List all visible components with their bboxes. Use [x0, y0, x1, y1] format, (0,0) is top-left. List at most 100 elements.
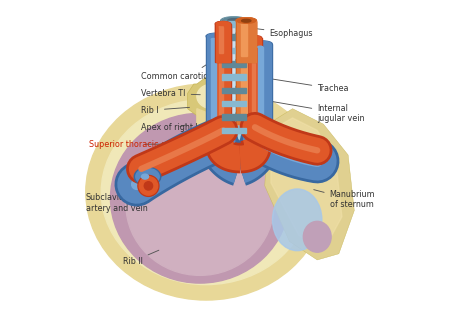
Bar	[222, 34, 246, 40]
Ellipse shape	[136, 168, 159, 185]
Bar	[222, 74, 246, 80]
Ellipse shape	[222, 60, 246, 62]
Bar	[219, 27, 223, 53]
Bar	[220, 21, 247, 143]
Circle shape	[138, 175, 159, 196]
Polygon shape	[197, 109, 231, 136]
Bar	[241, 24, 246, 118]
Bar	[222, 61, 246, 67]
Ellipse shape	[86, 84, 327, 300]
Ellipse shape	[222, 46, 246, 49]
Ellipse shape	[216, 22, 230, 25]
Ellipse shape	[101, 100, 311, 285]
Bar	[222, 61, 246, 67]
Text: Common carotid artery: Common carotid artery	[141, 59, 236, 81]
Ellipse shape	[222, 33, 246, 35]
Ellipse shape	[242, 19, 251, 22]
Ellipse shape	[216, 22, 230, 26]
Ellipse shape	[207, 33, 225, 39]
Polygon shape	[265, 109, 354, 260]
Bar	[237, 21, 255, 62]
Bar	[222, 21, 246, 27]
Bar	[222, 21, 246, 27]
Ellipse shape	[254, 41, 271, 46]
Bar	[215, 24, 231, 62]
Bar	[253, 44, 272, 141]
Ellipse shape	[206, 33, 226, 39]
Bar	[222, 114, 246, 120]
Ellipse shape	[252, 40, 255, 41]
Bar	[236, 21, 256, 124]
Bar	[215, 24, 231, 130]
Ellipse shape	[134, 167, 161, 186]
Bar	[222, 127, 246, 133]
Bar	[222, 34, 246, 40]
Ellipse shape	[241, 23, 246, 25]
Ellipse shape	[222, 113, 246, 115]
Ellipse shape	[222, 126, 246, 129]
Bar	[236, 21, 256, 62]
Polygon shape	[188, 75, 237, 118]
Bar	[252, 41, 255, 115]
Ellipse shape	[273, 189, 322, 251]
Ellipse shape	[237, 18, 255, 24]
Text: Trachea: Trachea	[248, 75, 349, 93]
Bar	[222, 101, 246, 106]
Text: Superior thoracic aperture: Superior thoracic aperture	[89, 140, 196, 149]
Text: Manubrium
of sternum: Manubrium of sternum	[314, 190, 375, 210]
Ellipse shape	[219, 26, 223, 28]
Ellipse shape	[237, 18, 255, 23]
Ellipse shape	[222, 73, 246, 75]
Ellipse shape	[197, 84, 228, 109]
Text: Apex of right lung: Apex of right lung	[141, 123, 213, 132]
Ellipse shape	[253, 41, 272, 47]
Ellipse shape	[222, 17, 246, 24]
Ellipse shape	[216, 22, 230, 26]
Ellipse shape	[142, 174, 148, 179]
Bar	[248, 38, 262, 127]
Circle shape	[144, 182, 153, 190]
Ellipse shape	[216, 22, 230, 25]
Ellipse shape	[303, 221, 331, 252]
Ellipse shape	[237, 18, 255, 24]
Bar	[257, 47, 263, 126]
Circle shape	[139, 177, 158, 195]
Bar	[228, 24, 234, 130]
Bar	[216, 24, 230, 130]
Ellipse shape	[248, 36, 262, 40]
Ellipse shape	[222, 17, 246, 24]
Ellipse shape	[236, 18, 256, 24]
Text: Rib II: Rib II	[123, 250, 159, 266]
Bar	[222, 114, 246, 120]
Bar	[207, 36, 225, 141]
Ellipse shape	[241, 23, 246, 25]
Text: Vertebra TI: Vertebra TI	[141, 89, 201, 98]
Ellipse shape	[219, 26, 223, 28]
Bar	[219, 27, 223, 115]
Ellipse shape	[110, 113, 290, 283]
Ellipse shape	[228, 19, 240, 23]
Bar	[254, 44, 271, 141]
Bar	[237, 21, 255, 124]
Bar	[222, 74, 246, 80]
Bar	[222, 88, 246, 93]
Text: Internal
jugular vein: Internal jugular vein	[263, 100, 365, 123]
Ellipse shape	[228, 23, 234, 25]
Bar	[241, 24, 246, 56]
Bar	[206, 36, 226, 141]
Ellipse shape	[237, 18, 255, 23]
Bar	[222, 48, 246, 53]
Ellipse shape	[126, 133, 274, 275]
Ellipse shape	[222, 86, 246, 89]
Bar	[249, 38, 261, 127]
Ellipse shape	[220, 17, 247, 25]
Ellipse shape	[249, 36, 261, 39]
Bar	[222, 127, 246, 133]
Bar	[222, 21, 246, 143]
Ellipse shape	[211, 38, 217, 40]
Polygon shape	[271, 118, 342, 251]
Ellipse shape	[222, 100, 246, 102]
Ellipse shape	[242, 19, 251, 22]
Ellipse shape	[236, 18, 256, 24]
Bar	[222, 88, 246, 93]
